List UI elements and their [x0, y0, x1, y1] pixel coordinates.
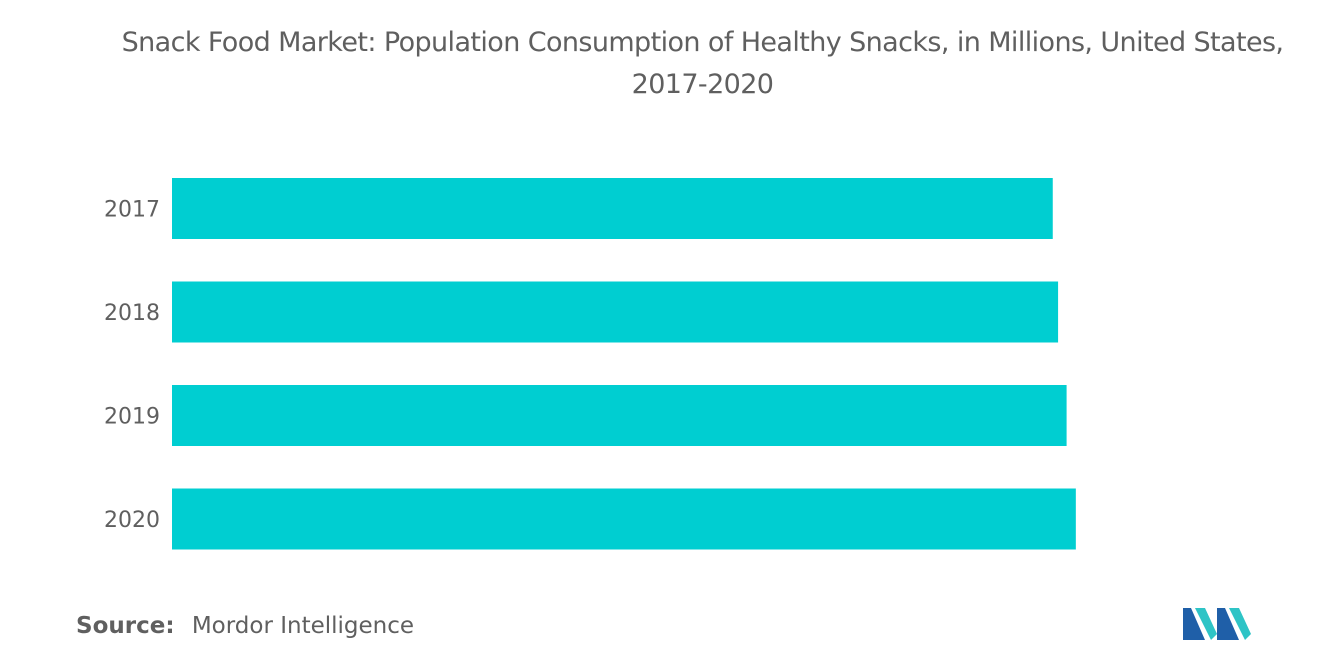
bar-2017 — [172, 178, 1053, 239]
bar-2019 — [172, 385, 1067, 446]
category-label-2018: 2018 — [104, 301, 160, 326]
mordor-intelligence-logo-icon — [1183, 608, 1251, 640]
bar-2018 — [172, 281, 1059, 343]
source-line: Source: Mordor Intelligence — [76, 613, 414, 639]
category-label-2017: 2017 — [104, 198, 160, 223]
category-label-2019: 2019 — [104, 405, 160, 430]
chart-title: Snack Food Market: Population Consumptio… — [121, 27, 1284, 100]
source-text: Mordor Intelligence — [191, 613, 415, 639]
bar-2020 — [172, 488, 1076, 550]
source-label: Source: — [76, 613, 175, 639]
category-label-2020: 2020 — [104, 508, 160, 533]
